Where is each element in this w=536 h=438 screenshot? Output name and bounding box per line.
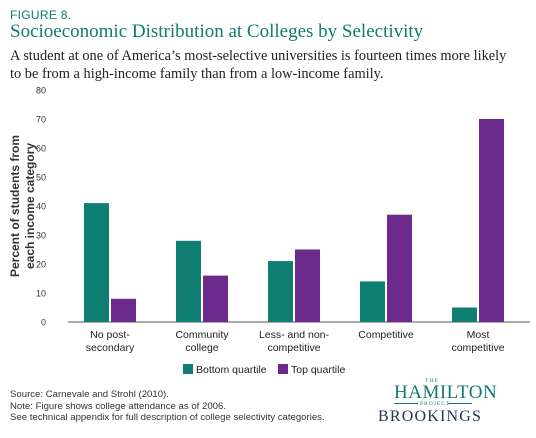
bar-top-quartile	[111, 298, 136, 322]
bar-bottom-quartile	[452, 307, 477, 322]
x-tick-label-line: competitive	[267, 342, 320, 354]
y-tick-label: 40	[36, 202, 46, 212]
y-tick-label: 60	[36, 144, 46, 154]
x-tick-label: No post-secondary	[86, 329, 135, 354]
y-tick-label: 20	[36, 260, 46, 270]
logo-rule-left	[394, 403, 418, 404]
x-tick-label: Less- and non-competitive	[259, 329, 330, 354]
x-tick-label-line: No post-	[90, 329, 130, 341]
bar-bottom-quartile	[360, 281, 385, 322]
x-tick-label: Most competitive	[451, 329, 504, 354]
bar-top-quartile	[479, 119, 504, 322]
logo-rule-right	[448, 403, 472, 404]
x-tick-label: Competitive	[358, 329, 414, 341]
figure-label: FIGURE 8.	[10, 8, 72, 22]
bar-top-quartile	[203, 275, 228, 322]
x-tick-label: Community college	[175, 329, 229, 354]
bar-bottom-quartile	[268, 261, 293, 322]
x-tick-label-line: college	[185, 342, 218, 354]
footnotes: Source: Carnevale and Strohl (2010). Not…	[10, 389, 325, 424]
x-tick-label-line: competitive	[451, 342, 504, 354]
y-tick-label: 0	[41, 318, 46, 328]
footnote-appendix: See technical appendix for full descript…	[10, 412, 325, 423]
y-tick-label: 80	[36, 86, 46, 96]
x-tick-label-line: Most	[467, 329, 490, 341]
y-axis-title-line: each income category	[23, 143, 37, 269]
footnote-source: Source: Carnevale and Strohl (2010).	[10, 389, 169, 400]
legend-label-top-quartile: Top quartile	[291, 364, 345, 376]
hamilton-brookings-logo: THE HAMILTON PROJECT BROOKINGS	[376, 378, 526, 434]
bar-top-quartile	[387, 214, 412, 322]
legend-swatch-top-quartile	[278, 364, 288, 374]
bar-bottom-quartile	[176, 240, 201, 322]
y-axis-title: Percent of students fromeach income cate…	[8, 135, 37, 277]
chart-title: Socioeconomic Distribution at Colleges b…	[10, 21, 424, 42]
y-tick-label: 30	[36, 231, 46, 241]
bar-top-quartile	[295, 249, 320, 322]
y-tick-label: 50	[36, 173, 46, 183]
legend-swatch-bottom-quartile	[183, 364, 193, 374]
bar-bottom-quartile	[84, 203, 109, 322]
logo-the: THE	[425, 378, 439, 384]
logo-brookings: BROOKINGS	[378, 408, 483, 425]
legend-label-bottom-quartile: Bottom quartile	[196, 364, 267, 376]
x-tick-label-line: Less- and non-	[259, 329, 330, 341]
logo-project: PROJECT	[420, 401, 451, 407]
logo-hamilton: HAMILTON	[394, 382, 498, 403]
x-tick-label-line: secondary	[86, 342, 135, 354]
x-tick-label-line: Community	[175, 329, 229, 341]
y-tick-label: 70	[36, 115, 46, 125]
y-axis-title-line: Percent of students from	[8, 135, 22, 277]
chart-subtitle: A student at one of America’s most-selec…	[10, 48, 507, 82]
x-tick-label-line: Competitive	[358, 329, 414, 341]
bar-chart: 0 10 20 30 40 50 60 70 80 Percent of students fro…	[8, 86, 530, 376]
footnote-note: Note: Figure shows college attendance as…	[10, 400, 226, 412]
y-tick-label: 10	[36, 289, 46, 299]
